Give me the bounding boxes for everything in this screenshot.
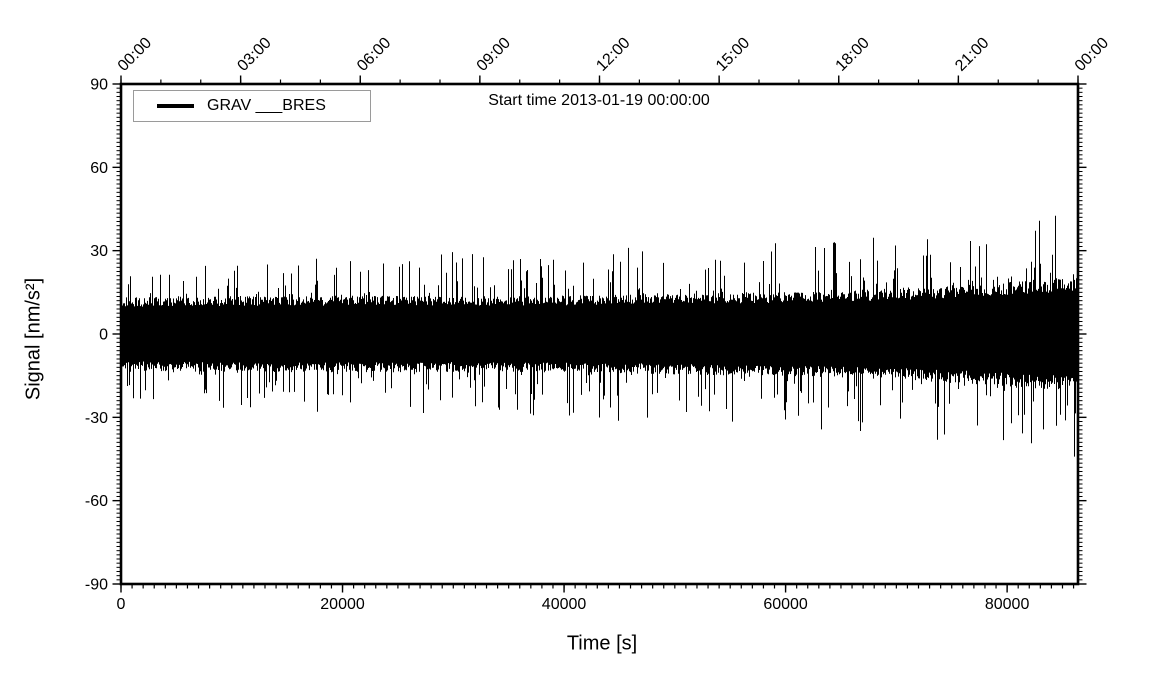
waveform-trace (121, 215, 1078, 457)
y-axis-title: Signal [nm/s²] (22, 277, 45, 401)
y-axis-tick-label: -30 (85, 410, 108, 427)
x-axis-top-tick-label: 12:00 (593, 34, 633, 74)
plot-frame (119, 82, 1080, 586)
x-axis-top: 00:00 03:00 06:00 09:00 12:00 15:00 18:00 21:00… (115, 34, 1112, 84)
x-axis-top-tick-label: 15:00 (713, 34, 753, 74)
x-axis-top-tick-label: 00:00 (1072, 34, 1112, 74)
x-axis-top-tick-label: 00:00 (115, 34, 155, 74)
x-axis-tick-label: 20000 (320, 596, 365, 613)
legend-series-label: GRAV ___BRES (207, 97, 326, 114)
y-axis-left: -90 -60 -30 0 30 60 90 (85, 77, 121, 594)
y-axis-tick-label: -60 (85, 493, 108, 510)
x-axis-tick-label: 80000 (985, 596, 1030, 613)
x-axis-tick-label: 0 (117, 596, 126, 613)
x-axis-top-tick-label: 06:00 (354, 34, 394, 74)
x-axis-tick-label: 40000 (542, 596, 587, 613)
x-axis-tick-label: 60000 (763, 596, 808, 613)
y-axis-tick-label: 30 (90, 243, 108, 260)
y-axis-tick-label: 90 (90, 77, 108, 94)
x-axis-top-tick-label: 21:00 (952, 34, 992, 74)
x-axis-top-tick-label: 03:00 (234, 34, 274, 74)
x-axis-top-tick-label: 18:00 (833, 34, 873, 74)
legend-box: GRAV ___BRES (133, 90, 371, 122)
chart-title: Start time 2013-01-19 00:00:00 (488, 92, 710, 109)
x-axis-bottom: 0 20000 40000 60000 80000 (117, 584, 1075, 613)
y-axis-tick-label: 0 (99, 327, 108, 344)
x-axis-top-tick-label: 09:00 (474, 34, 514, 74)
y-axis-tick-label: 60 (90, 160, 108, 177)
y-axis-tick-label: -90 (85, 577, 108, 594)
x-axis-title: Time [s] (566, 632, 638, 655)
legend-line-sample-icon (157, 104, 194, 108)
